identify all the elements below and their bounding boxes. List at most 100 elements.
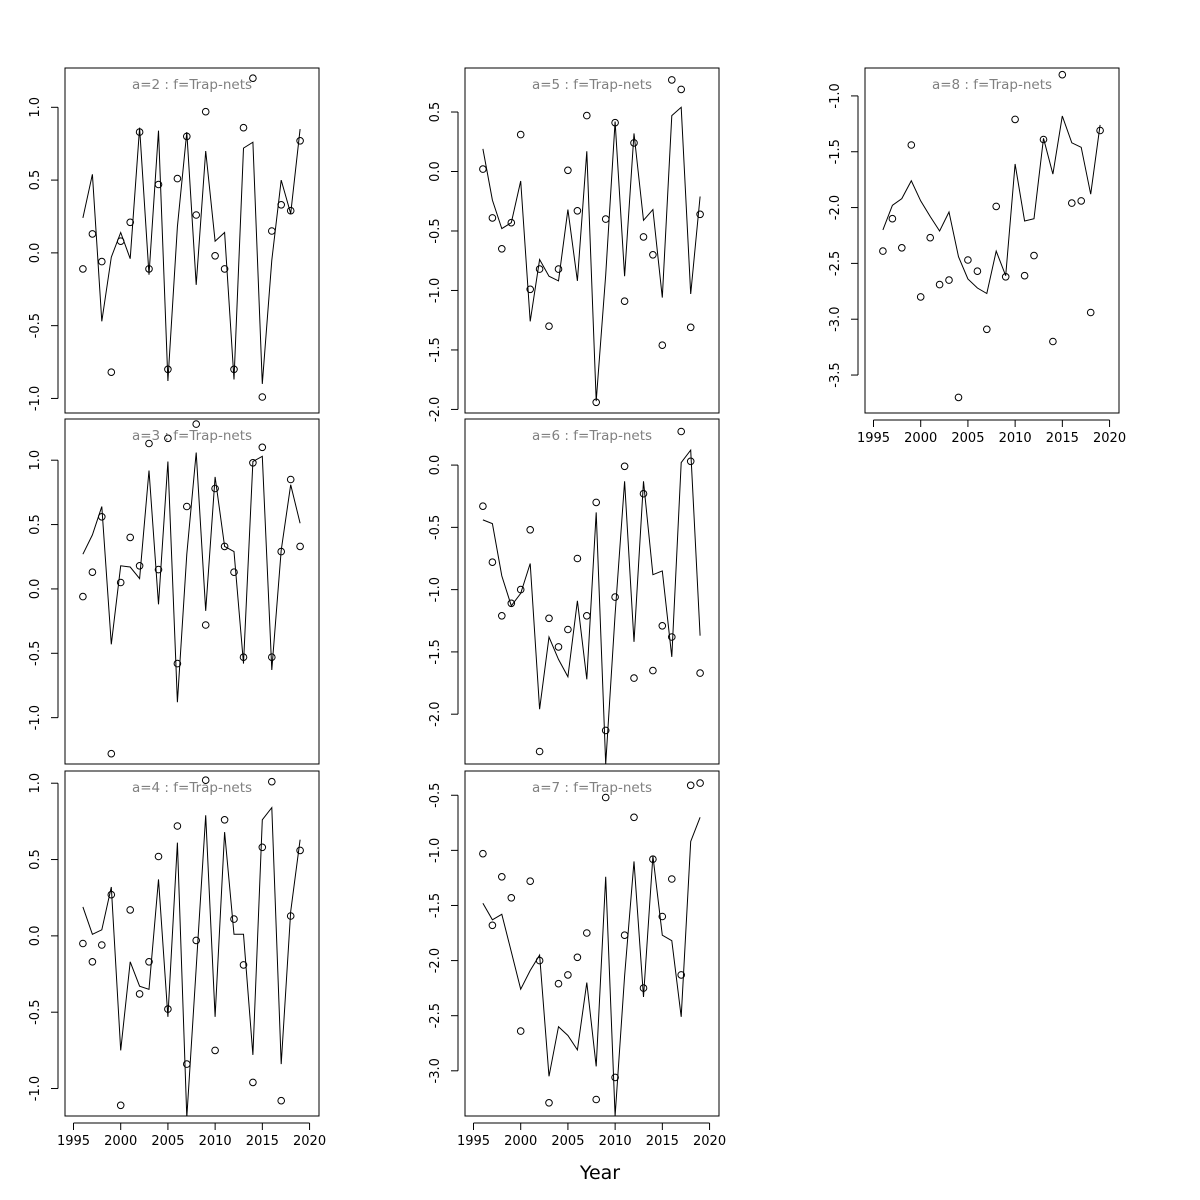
panel: a=4 : f=Trap-nets -1.0 -0.5 0.0 0.5 1.0 1995 20… xyxy=(28,771,326,1149)
y-tick-label: -1.5 xyxy=(428,893,443,918)
y-tick-label: 0.5 xyxy=(28,170,43,191)
observed-point xyxy=(621,932,628,939)
panel: a=5 : f=Trap-nets-2.0-1.5-1.0-0.50.00.5 xyxy=(428,68,719,422)
panel-frame xyxy=(465,771,719,1116)
observed-point xyxy=(650,252,657,259)
observed-point xyxy=(631,814,638,821)
x-tick-label: 1995 xyxy=(457,1134,490,1149)
observed-point xyxy=(555,644,562,651)
y-tick-label: 1.0 xyxy=(28,450,43,471)
observed-point xyxy=(565,626,572,633)
observed-point xyxy=(202,108,209,115)
y-tick-label: -1.0 xyxy=(428,838,443,863)
observed-point xyxy=(697,670,704,677)
observed-point xyxy=(193,421,200,428)
panel: a=7 : f=Trap-nets-3.0-2.5-2.0-1.5-1.0-0.… xyxy=(428,771,726,1149)
panel-frame xyxy=(65,771,319,1116)
observed-point xyxy=(908,142,915,149)
observed-point xyxy=(278,1097,285,1104)
fitted-series-line xyxy=(83,808,300,1118)
observed-point xyxy=(127,907,134,914)
observed-point xyxy=(584,112,591,119)
observed-point xyxy=(527,527,534,534)
observed-point xyxy=(946,277,953,284)
observed-point xyxy=(574,208,581,215)
observed-point xyxy=(650,667,657,674)
plot-area xyxy=(480,428,704,764)
y-tick-label: 0.5 xyxy=(28,514,43,535)
x-axis-label: Year xyxy=(579,1162,620,1184)
plot-area xyxy=(80,777,304,1118)
observed-point xyxy=(1087,309,1094,316)
observed-point xyxy=(89,231,96,238)
observed-point xyxy=(659,623,666,630)
panel-title: a=7 : f=Trap-nets xyxy=(532,780,652,796)
y-tick-label: 0.0 xyxy=(28,579,43,600)
observed-point xyxy=(99,942,106,949)
observed-point xyxy=(174,175,181,182)
observed-point xyxy=(269,778,276,785)
observed-point xyxy=(99,514,106,521)
y-tick-label: -1.5 xyxy=(428,639,443,664)
y-tick-label: -1.0 xyxy=(828,83,843,108)
panel-title: a=8 : f=Trap-nets xyxy=(932,77,1052,93)
y-tick-label: 0.5 xyxy=(428,102,443,123)
panel-title: a=3 : f=Trap-nets xyxy=(132,428,252,444)
observed-point xyxy=(1059,71,1066,78)
observed-point xyxy=(1012,116,1019,123)
observed-point xyxy=(231,916,238,923)
x-tick-label: 2005 xyxy=(151,1134,184,1149)
y-tick-label: -3.0 xyxy=(428,1058,443,1083)
observed-point xyxy=(480,503,487,510)
observed-point xyxy=(536,748,543,755)
y-tick-label: -1.0 xyxy=(428,278,443,303)
x-tick-label: 2020 xyxy=(693,1134,726,1149)
x-tick-label: 2020 xyxy=(293,1134,326,1149)
observed-point xyxy=(555,266,562,273)
observed-point xyxy=(489,215,496,222)
plot-area xyxy=(80,421,304,757)
observed-point xyxy=(536,266,543,273)
y-tick-label: -0.5 xyxy=(28,313,43,338)
x-tick-label: 1995 xyxy=(857,431,890,446)
x-tick-label: 2015 xyxy=(1046,431,1079,446)
observed-point xyxy=(612,594,619,601)
observed-point xyxy=(974,268,981,275)
observed-point xyxy=(669,77,676,84)
observed-point xyxy=(297,847,304,854)
plot-area xyxy=(480,780,704,1116)
observed-point xyxy=(193,212,200,219)
panel-title: a=4 : f=Trap-nets xyxy=(132,780,252,796)
observed-point xyxy=(297,543,304,550)
y-tick-label: -2.0 xyxy=(428,397,443,422)
observed-point xyxy=(984,326,991,333)
observed-point xyxy=(480,166,487,173)
observed-point xyxy=(678,428,685,435)
observed-point xyxy=(499,874,506,881)
observed-point xyxy=(212,253,219,260)
observed-point xyxy=(565,972,572,979)
observed-point xyxy=(136,991,143,998)
fitted-series-line xyxy=(83,453,300,703)
fitted-series-line xyxy=(483,107,700,401)
x-tick-label: 2010 xyxy=(599,1134,632,1149)
panel: a=8 : f=Trap-nets-3.5-3.0-2.5-2.0-1.5-1.… xyxy=(828,68,1126,446)
observed-point xyxy=(499,613,506,620)
observed-point xyxy=(527,878,534,885)
observed-point xyxy=(259,394,266,401)
observed-point xyxy=(1021,272,1028,279)
observed-point xyxy=(89,569,96,576)
x-tick-label: 2005 xyxy=(951,431,984,446)
observed-point xyxy=(155,853,162,860)
x-tick-label: 2010 xyxy=(199,1134,232,1149)
panel-frame xyxy=(65,419,319,764)
panel: a=3 : f=Trap-nets-1.0-0.50.00.51.0 xyxy=(28,419,319,764)
observed-point xyxy=(546,323,553,330)
observed-point xyxy=(517,131,524,138)
observed-point xyxy=(269,228,276,235)
y-tick-label: 1.0 xyxy=(28,773,43,794)
y-tick-label: -1.0 xyxy=(28,705,43,730)
observed-point xyxy=(574,555,581,562)
x-tick-label: 2015 xyxy=(646,1134,679,1149)
observed-point xyxy=(136,563,143,570)
